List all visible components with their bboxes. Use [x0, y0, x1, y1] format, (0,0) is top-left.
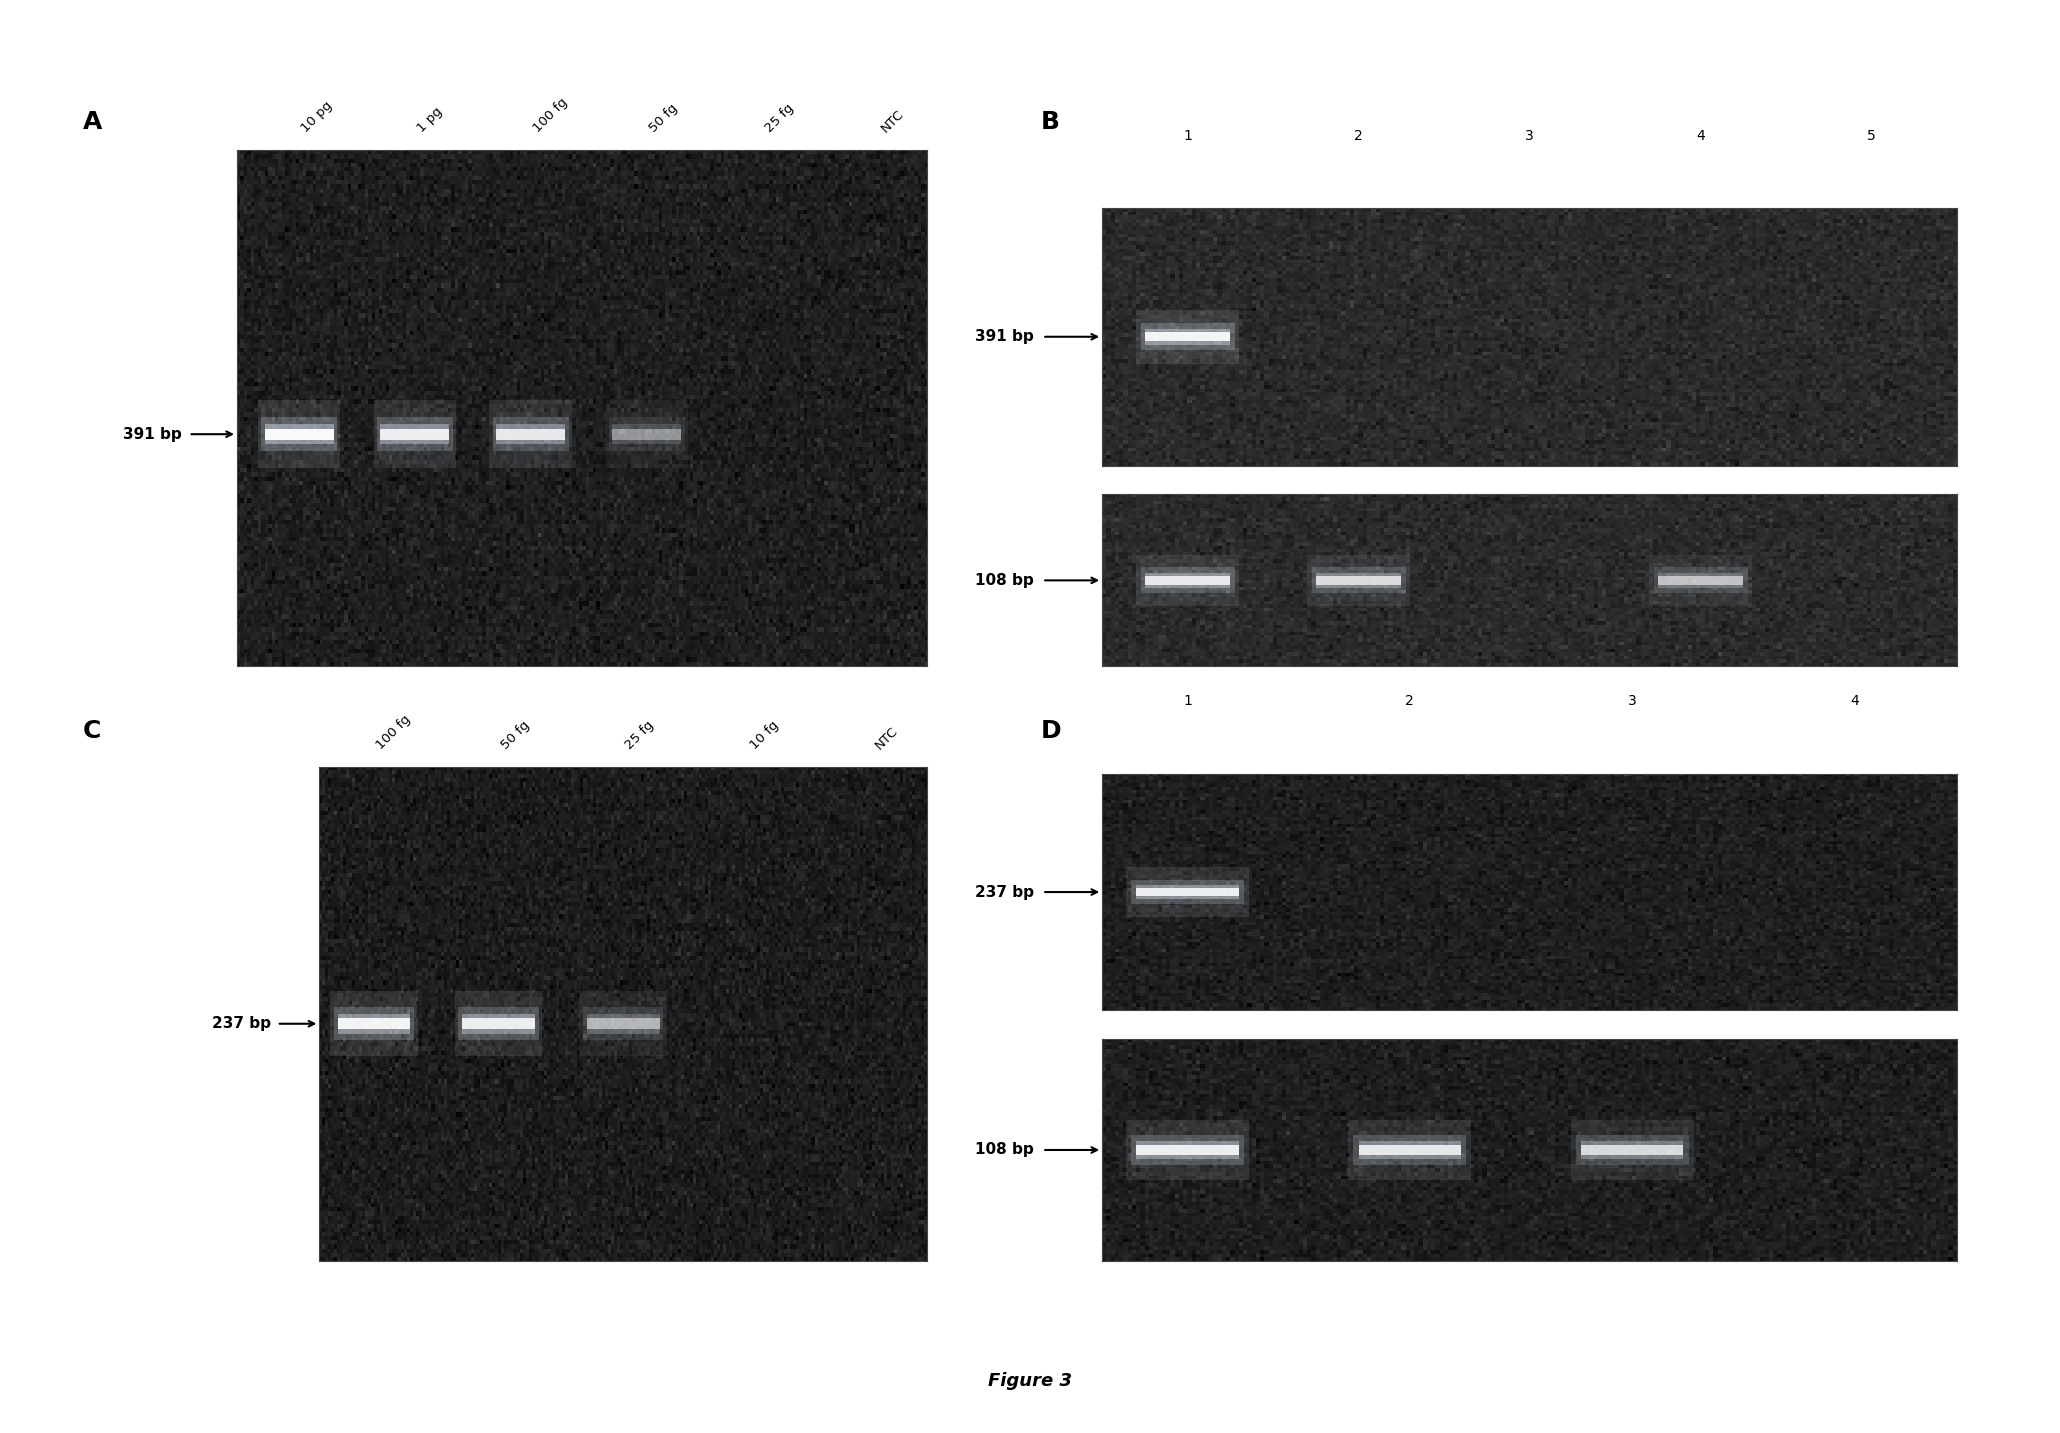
Bar	[1137, 888, 1238, 896]
Text: 25 fg: 25 fg	[622, 718, 657, 752]
Bar	[1131, 1135, 1244, 1165]
Bar	[1127, 867, 1248, 917]
Bar	[330, 992, 418, 1056]
Bar	[1316, 573, 1401, 588]
Text: 2: 2	[1353, 129, 1364, 143]
Bar	[1145, 332, 1230, 341]
Bar	[1654, 567, 1747, 593]
Bar	[1658, 576, 1743, 585]
Text: 4: 4	[1850, 694, 1858, 708]
Text: 108 bp: 108 bp	[974, 573, 1034, 588]
Bar	[264, 428, 334, 440]
Bar	[1360, 1145, 1461, 1155]
Text: 1 pg: 1 pg	[414, 105, 445, 135]
Bar	[492, 417, 569, 451]
Text: Figure 3: Figure 3	[989, 1371, 1071, 1390]
Bar	[1137, 884, 1238, 900]
Bar	[1308, 555, 1409, 606]
Bar	[587, 1015, 659, 1033]
Bar	[1658, 573, 1743, 588]
Bar	[373, 400, 457, 469]
Text: 100 fg: 100 fg	[375, 712, 414, 752]
Text: 25 fg: 25 fg	[762, 102, 797, 135]
Bar	[461, 1015, 536, 1033]
Text: C: C	[82, 719, 101, 742]
Text: 1: 1	[1182, 129, 1193, 143]
Bar	[334, 1007, 414, 1040]
Text: 3: 3	[1524, 129, 1535, 143]
Bar	[1145, 328, 1230, 345]
Bar	[377, 417, 453, 451]
Bar	[264, 424, 334, 444]
Text: 5: 5	[1866, 129, 1877, 143]
Text: 391 bp: 391 bp	[124, 427, 181, 441]
Text: 10 fg: 10 fg	[748, 718, 781, 752]
Text: 391 bp: 391 bp	[974, 330, 1034, 344]
Bar	[496, 424, 564, 444]
Bar	[1131, 880, 1244, 904]
Bar	[496, 428, 564, 440]
Text: 1: 1	[1182, 694, 1193, 708]
Bar	[262, 417, 338, 451]
Bar	[1137, 1145, 1238, 1155]
Bar	[459, 1007, 538, 1040]
Bar	[1312, 567, 1405, 593]
Bar	[1353, 1135, 1467, 1165]
Bar	[1570, 1121, 1693, 1179]
Text: A: A	[82, 110, 101, 133]
Bar	[1141, 567, 1234, 593]
Bar	[1349, 1121, 1471, 1179]
Bar	[587, 1019, 659, 1029]
Text: D: D	[1040, 719, 1061, 742]
Bar	[1316, 576, 1401, 585]
Bar	[1127, 1121, 1248, 1179]
Text: 10 pg: 10 pg	[299, 99, 336, 135]
Bar	[461, 1019, 536, 1029]
Bar	[455, 992, 542, 1056]
Bar	[381, 428, 449, 440]
Bar	[1650, 555, 1751, 606]
Text: 237 bp: 237 bp	[212, 1016, 270, 1032]
Bar	[1576, 1135, 1689, 1165]
Text: 100 fg: 100 fg	[531, 96, 571, 135]
Bar	[258, 400, 340, 469]
Bar	[338, 1015, 410, 1033]
Bar	[1580, 1145, 1683, 1155]
Bar	[612, 424, 682, 444]
Bar	[610, 417, 684, 451]
Text: 3: 3	[1627, 694, 1636, 708]
Text: 50 fg: 50 fg	[647, 102, 680, 135]
Bar	[1137, 555, 1238, 606]
Text: NTC: NTC	[880, 107, 906, 135]
Bar	[490, 400, 573, 469]
Text: 50 fg: 50 fg	[499, 718, 531, 752]
Bar	[579, 992, 667, 1056]
Text: 108 bp: 108 bp	[974, 1142, 1034, 1158]
Bar	[606, 400, 688, 469]
Text: 2: 2	[1405, 694, 1415, 708]
Bar	[583, 1007, 663, 1040]
Text: 237 bp: 237 bp	[974, 884, 1034, 900]
Bar	[612, 428, 682, 440]
Bar	[1580, 1141, 1683, 1159]
Bar	[338, 1019, 410, 1029]
Bar	[1145, 576, 1230, 585]
Bar	[1137, 310, 1238, 364]
Bar	[1145, 573, 1230, 588]
Bar	[1137, 1141, 1238, 1159]
Text: NTC: NTC	[871, 724, 900, 752]
Bar	[1141, 324, 1234, 350]
Text: 4: 4	[1695, 129, 1706, 143]
Text: B: B	[1040, 110, 1059, 133]
Bar	[381, 424, 449, 444]
Bar	[1360, 1141, 1461, 1159]
